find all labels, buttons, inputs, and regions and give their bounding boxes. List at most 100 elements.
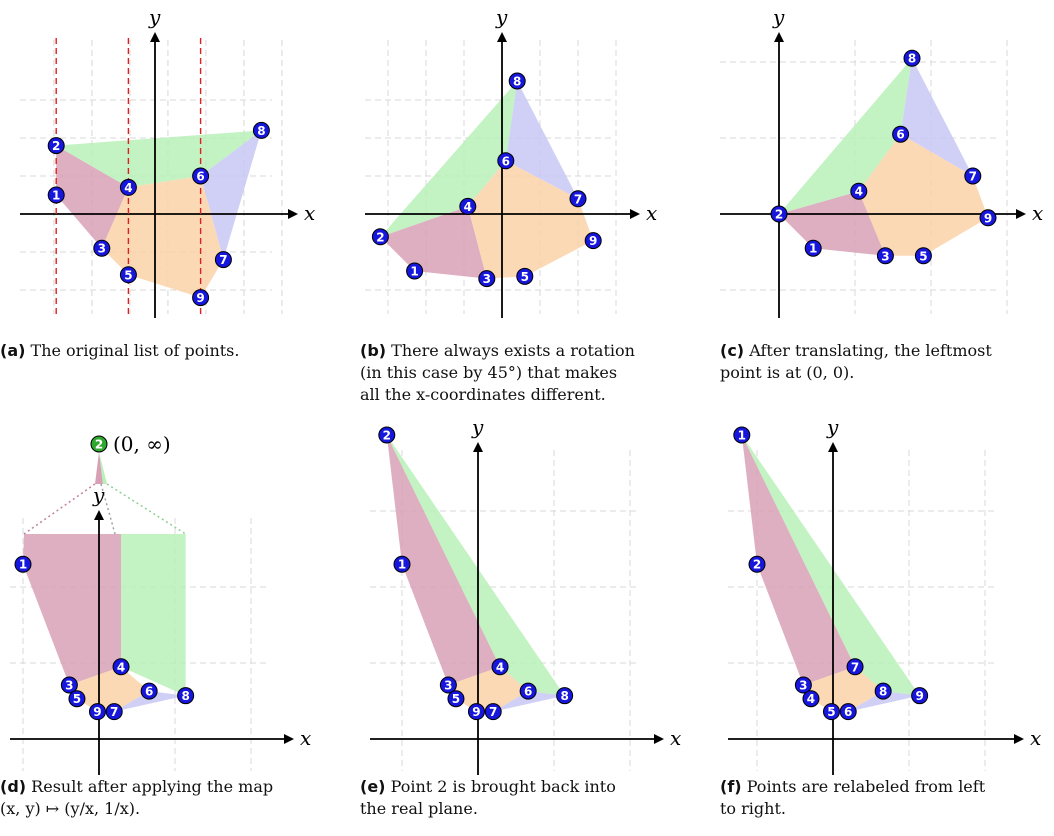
point-label-e-1: 1: [398, 558, 406, 572]
point-node-c-3: [876, 247, 894, 265]
point-node-d-7: [105, 703, 123, 721]
point-label-b-7: 7: [574, 192, 582, 206]
y-arrow-c: [774, 32, 784, 42]
x-arrow-f: [1014, 734, 1024, 744]
point-label-b-9: 9: [589, 234, 597, 248]
caption-e: (e) Point 2 is brought back into the rea…: [360, 776, 700, 820]
point-node-f-7: [846, 658, 864, 676]
region-green-f-1: [741, 435, 920, 696]
point-label-b-8: 8: [513, 75, 521, 89]
region-red-c-0: [779, 191, 886, 256]
x-axis-label-b: x: [646, 201, 657, 225]
point-label-a-4: 4: [124, 181, 132, 195]
region-blue-c-2: [900, 58, 973, 177]
point-node-c-7: [964, 167, 982, 185]
x-axis-label-e: x: [670, 726, 681, 750]
point-node-a-2: [47, 137, 65, 155]
point-node-c-5: [914, 247, 932, 265]
y-axis-label-e: y: [471, 415, 484, 439]
point-node-d-3: [60, 676, 78, 694]
x-arrow-a: [288, 209, 298, 219]
point-label-b-6: 6: [502, 154, 510, 168]
caption-tag-a: (a): [0, 341, 26, 360]
region-green-b-1: [380, 81, 518, 237]
infinity-link-mid: [100, 483, 116, 535]
point-label-a-2: 2: [52, 139, 60, 153]
point-label-d-3: 3: [65, 679, 73, 693]
infinity-coordinate-label: (0, ∞): [113, 432, 171, 456]
point-label-d-4: 4: [117, 660, 125, 674]
point-node-b-9: [584, 232, 602, 250]
point-label-c-2: 2: [775, 208, 783, 222]
point-node-e-7: [484, 703, 502, 721]
point-label-e-6: 6: [524, 685, 532, 699]
point-label-b-2: 2: [376, 230, 384, 244]
x-arrow-b: [630, 209, 640, 219]
point-label-d-7: 7: [110, 705, 118, 719]
caption-a: (a) The original list of points.: [0, 340, 330, 362]
point-label-e-5: 5: [452, 692, 460, 706]
region-blue-d-1: [114, 691, 186, 712]
region-green-a-1: [56, 130, 262, 188]
point-label-e-2: 2: [383, 429, 391, 443]
point-label-f-4: 4: [807, 692, 815, 706]
caption-text-b-2: (in this case by 45°) that makes: [360, 363, 618, 382]
region-green-e-1: [386, 435, 565, 696]
caption-c: (c) After translating, the leftmost poin…: [720, 340, 1054, 384]
point-node-c-9: [979, 209, 997, 227]
point-node-b-7: [569, 190, 587, 208]
point-label-d-5: 5: [73, 692, 81, 706]
point-node-e-8: [556, 687, 574, 705]
point-label-e-9: 9: [472, 705, 480, 719]
point-node-d-6: [140, 682, 158, 700]
point-label-d-9: 9: [93, 705, 101, 719]
caption-text-b-1: There always exists a rotation: [391, 341, 635, 360]
caption-text-d-2: (x, y) ↦ (y/x, 1/x).: [0, 799, 141, 818]
y-axis-label-b: y: [495, 5, 508, 29]
point-label-c-5: 5: [919, 249, 927, 263]
point-label-d-2: 2: [95, 438, 103, 452]
caption-text-a: The original list of points.: [30, 341, 240, 360]
point-label-f-7: 7: [851, 660, 859, 674]
point-node-e-5: [447, 690, 465, 708]
point-node-e-1: [393, 555, 411, 573]
point-node-a-1: [47, 186, 65, 204]
point-node-f-3: [794, 676, 812, 694]
point-label-a-1: 1: [52, 189, 60, 203]
caption-text-b-3: all the x-coordinates different.: [360, 385, 606, 404]
point-label-e-8: 8: [560, 689, 568, 703]
point-label-b-3: 3: [483, 272, 491, 286]
region-red-e-0: [386, 435, 501, 686]
point-label-f-8: 8: [879, 685, 887, 699]
point-node-f-1: [733, 426, 751, 444]
point-node-d-5: [68, 690, 86, 708]
point-node-e-6: [519, 682, 537, 700]
point-node-a-5: [119, 266, 137, 284]
x-arrow-e: [654, 734, 664, 744]
point-label-d-6: 6: [145, 685, 153, 699]
point-label-a-9: 9: [196, 291, 204, 305]
region-red-d: [23, 534, 122, 686]
region-orange-f-2: [803, 666, 884, 712]
point-label-c-7: 7: [969, 170, 977, 184]
point-label-f-6: 6: [844, 705, 852, 719]
point-node-d-1: [14, 555, 32, 573]
point-label-a-5: 5: [124, 268, 132, 282]
y-arrow-d: [94, 510, 104, 520]
point-node-a-9: [192, 289, 210, 307]
region-red-f-0: [741, 435, 856, 686]
y-arrow-f: [828, 442, 838, 452]
point-node-e-2: [378, 426, 396, 444]
point-node-d-9: [88, 703, 106, 721]
y-arrow-e: [473, 442, 483, 452]
caption-text-f-2: to right.: [720, 799, 786, 818]
point-label-e-3: 3: [444, 679, 452, 693]
infinity-link-green: [106, 483, 187, 535]
caption-tag-f: (f): [720, 777, 742, 796]
point-label-d-1: 1: [19, 558, 27, 572]
region-orange-d-0: [69, 666, 150, 712]
point-node-f-2: [748, 555, 766, 573]
point-label-f-9: 9: [915, 689, 923, 703]
